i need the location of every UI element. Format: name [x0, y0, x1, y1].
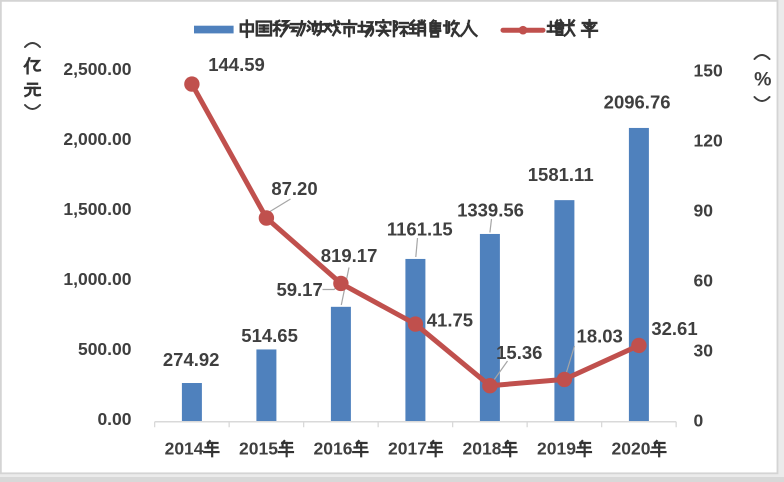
svg-text:2020: 2020: [612, 438, 651, 458]
svg-text:90: 90: [694, 201, 714, 221]
svg-text:%: %: [754, 69, 771, 91]
svg-text:1161.15: 1161.15: [387, 219, 453, 240]
svg-text:2018: 2018: [463, 438, 502, 458]
svg-text:2014: 2014: [165, 438, 204, 458]
svg-text:2015: 2015: [239, 438, 278, 458]
svg-text:150: 150: [694, 61, 723, 81]
svg-text:2017: 2017: [388, 438, 427, 458]
svg-text:32.61: 32.61: [651, 318, 697, 339]
svg-text:500.00: 500.00: [78, 339, 132, 359]
svg-text:41.75: 41.75: [427, 309, 473, 330]
svg-text:1339.56: 1339.56: [457, 199, 524, 220]
svg-text:0.00: 0.00: [97, 409, 131, 429]
svg-text:144.59: 144.59: [208, 54, 265, 75]
svg-text:2096.76: 2096.76: [604, 92, 671, 113]
svg-text:514.65: 514.65: [241, 325, 298, 346]
svg-text:15.36: 15.36: [496, 342, 542, 363]
svg-text:1,000.00: 1,000.00: [63, 269, 131, 289]
svg-text:2,500.00: 2,500.00: [63, 59, 131, 79]
svg-text:87.20: 87.20: [271, 178, 317, 199]
svg-text:60: 60: [694, 271, 714, 291]
svg-text:1,500.00: 1,500.00: [63, 199, 131, 219]
svg-text:59.17: 59.17: [276, 279, 322, 300]
svg-text:274.92: 274.92: [163, 349, 220, 370]
svg-text:18.03: 18.03: [577, 326, 623, 347]
svg-text:2019: 2019: [537, 438, 576, 458]
svg-text:120: 120: [694, 131, 723, 151]
svg-text:819.17: 819.17: [321, 245, 378, 266]
svg-text:2,000.00: 2,000.00: [63, 129, 131, 149]
svg-text:2016: 2016: [314, 438, 353, 458]
svg-text:0: 0: [694, 411, 704, 431]
svg-text:30: 30: [694, 341, 714, 361]
svg-text:1581.11: 1581.11: [528, 164, 594, 185]
